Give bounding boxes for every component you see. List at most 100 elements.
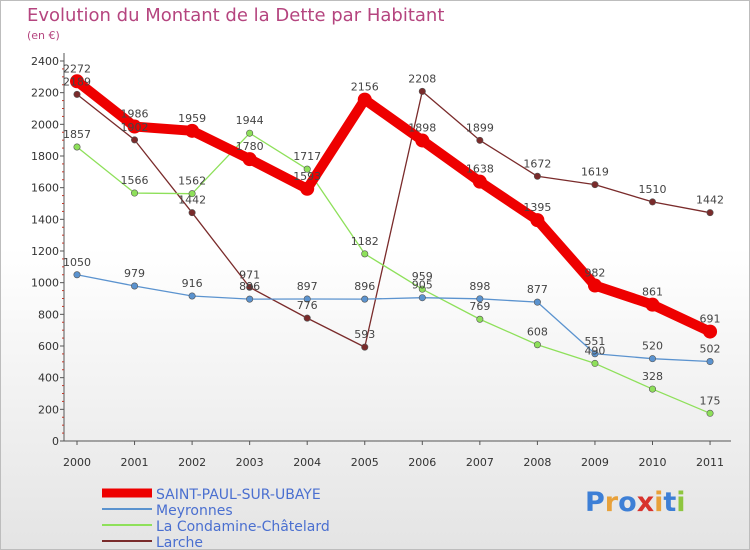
data-label: 861 [642,286,663,299]
data-label: 1944 [236,114,264,127]
data-point [533,298,541,306]
logo-letter: P [585,487,605,518]
data-point [476,315,484,323]
y-tick-label: 1200 [31,245,59,258]
series-layer [70,74,718,417]
x-tick-label: 2003 [236,456,264,469]
data-label: 916 [182,277,203,290]
data-label: 2272 [63,62,91,75]
data-point [476,136,484,144]
data-point [300,181,315,196]
data-label: 897 [297,280,318,293]
data-point [303,295,311,303]
data-label: 1510 [639,183,667,196]
data-label: 1562 [178,175,206,188]
data-point [303,314,311,322]
data-label: 905 [412,279,433,292]
data-label: 175 [700,394,721,407]
data-point [246,283,254,291]
logo-letter: r [604,487,619,518]
data-point [361,250,369,258]
data-label: 1182 [351,235,379,248]
y-tick-label: 1400 [31,213,59,226]
series-line-main [72,76,716,337]
logo-letter: i [676,487,686,518]
y-tick-label: 0 [52,435,59,448]
x-tick-label: 2008 [523,456,551,469]
x-tick-label: 2002 [178,456,206,469]
data-label: 1593 [293,170,321,183]
data-label: 769 [469,300,490,313]
x-tick-label: 2001 [121,456,149,469]
data-point [246,295,254,303]
series-line [76,90,711,348]
data-point [591,350,599,358]
data-point [127,119,142,134]
data-point [415,133,430,148]
x-tick-label: 2006 [408,456,436,469]
x-tick-label: 2005 [351,456,379,469]
data-point [73,271,81,279]
data-point [361,295,369,303]
data-point [188,209,196,217]
data-point [648,355,656,363]
data-label: 502 [700,343,721,356]
data-point [591,181,599,189]
axes: 0 200 400 600 800 1000 1200 1400 1600 1800 2000 220… [31,53,731,469]
data-label: 896 [354,280,375,293]
y-tick-label: 1800 [31,150,59,163]
data-label: 1442 [696,194,724,207]
logo-letter: i [654,487,664,518]
y-tick-label: 800 [38,308,59,321]
data-point [533,341,541,349]
data-label: 551 [584,335,605,348]
data-point [70,74,84,89]
x-tick-label: 2004 [293,456,321,469]
x-tick-label: 2000 [63,456,91,469]
data-label: 1442 [178,194,206,207]
data-label: 1672 [523,157,551,170]
data-point [472,174,487,189]
legend-label: SAINT-PAUL-SUR-UBAYE [156,487,321,503]
data-point [418,87,426,95]
data-label: 776 [297,299,318,312]
data-point [188,292,196,300]
data-point [648,198,656,206]
data-label: 608 [527,326,548,339]
data-point [185,123,200,138]
data-label: 520 [642,340,663,353]
data-point [706,358,714,366]
data-point [361,343,369,351]
data-point [706,209,714,217]
data-point [591,359,599,367]
data-label: 877 [527,283,548,296]
data-point [476,295,484,303]
x-tick-label: 2007 [466,456,494,469]
data-label: 691 [700,313,721,326]
data-point [303,165,311,173]
data-point [418,294,426,302]
data-label: 1050 [63,256,91,269]
x-tick-label: 2010 [639,456,667,469]
data-label: 2208 [408,72,436,85]
data-label: 1619 [581,166,609,179]
legend-label: La Condamine-Châtelard [156,519,330,535]
data-point [703,324,718,339]
data-labels-layer: 2189 1902 1442 971 776 593 2208 1899 1672 1619 151… [63,62,724,407]
data-label: 982 [584,267,605,280]
data-label: 1717 [293,150,321,163]
data-label: 593 [354,328,375,341]
legend-label: Larche [156,535,203,549]
data-point [418,285,426,293]
data-point [131,282,139,290]
y-tick-label: 400 [38,372,59,385]
data-point [188,190,196,198]
data-point [530,213,545,228]
data-label: 1566 [121,174,149,187]
logo-letter: t [663,487,677,518]
chart-title: Evolution du Montant de la Dette par Hab… [27,5,445,26]
y-tick-label: 1600 [31,182,59,195]
